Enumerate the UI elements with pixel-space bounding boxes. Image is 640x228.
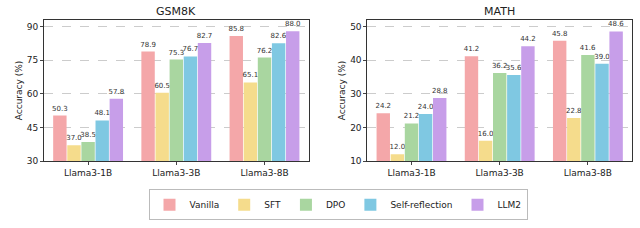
svg-text:Llama3-8B: Llama3-8B (564, 168, 612, 178)
svg-text:60.5: 60.5 (154, 82, 170, 90)
svg-text:GSM8K: GSM8K (156, 5, 196, 18)
svg-text:75.3: 75.3 (169, 49, 185, 57)
svg-text:50: 50 (350, 22, 362, 32)
svg-text:45.8: 45.8 (552, 30, 568, 38)
svg-text:SFT: SFT (264, 200, 281, 210)
svg-text:21.2: 21.2 (404, 112, 420, 120)
svg-text:Llama3-3B: Llama3-3B (152, 168, 200, 178)
svg-text:45: 45 (27, 123, 38, 133)
svg-text:10: 10 (350, 156, 362, 166)
svg-text:DPO: DPO (326, 200, 345, 210)
svg-text:76.2: 76.2 (257, 47, 273, 55)
svg-text:78.9: 78.9 (140, 41, 156, 49)
svg-text:20: 20 (350, 123, 362, 133)
svg-text:Llama3-1B: Llama3-1B (64, 168, 112, 178)
svg-text:76.7: 76.7 (183, 45, 199, 53)
svg-text:50.3: 50.3 (52, 105, 68, 113)
svg-text:57.8: 57.8 (109, 88, 125, 96)
svg-text:Vanilla: Vanilla (190, 200, 220, 210)
svg-text:48.6: 48.6 (608, 20, 624, 28)
svg-text:MATH: MATH (484, 5, 515, 18)
svg-text:65.1: 65.1 (243, 71, 259, 79)
svg-text:90: 90 (27, 22, 39, 32)
svg-text:Accuracy (%): Accuracy (%) (14, 61, 24, 121)
svg-text:40: 40 (350, 55, 362, 65)
svg-text:60: 60 (27, 89, 39, 99)
svg-text:30: 30 (350, 89, 362, 99)
svg-text:88.0: 88.0 (285, 20, 301, 28)
svg-text:48.1: 48.1 (94, 109, 110, 117)
svg-text:41.2: 41.2 (464, 45, 480, 53)
svg-text:38.5: 38.5 (80, 131, 96, 139)
svg-text:Llama3-1B: Llama3-1B (387, 168, 435, 178)
svg-text:82.6: 82.6 (271, 32, 287, 40)
svg-text:37.0: 37.0 (66, 134, 82, 142)
svg-text:28.8: 28.8 (432, 87, 448, 95)
svg-text:44.2: 44.2 (520, 35, 536, 43)
svg-text:85.8: 85.8 (228, 25, 244, 33)
svg-text:12.0: 12.0 (390, 143, 406, 151)
svg-text:41.6: 41.6 (580, 44, 596, 52)
svg-text:LLM2: LLM2 (497, 200, 521, 210)
svg-text:30: 30 (27, 156, 39, 166)
svg-text:75: 75 (27, 55, 38, 65)
svg-text:36.2: 36.2 (492, 62, 508, 70)
svg-text:82.7: 82.7 (197, 32, 213, 40)
svg-text:Self-reflection: Self-reflection (390, 200, 452, 210)
svg-text:39.0: 39.0 (594, 53, 610, 61)
svg-text:16.0: 16.0 (478, 130, 494, 138)
svg-text:35.6: 35.6 (506, 64, 522, 72)
svg-text:Accuracy (%): Accuracy (%) (337, 61, 347, 121)
svg-text:22.8: 22.8 (566, 107, 582, 115)
svg-text:24.2: 24.2 (375, 102, 391, 110)
svg-text:Llama3-8B: Llama3-8B (240, 168, 288, 178)
svg-text:Llama3-3B: Llama3-3B (476, 168, 524, 178)
svg-text:24.0: 24.0 (418, 103, 434, 111)
